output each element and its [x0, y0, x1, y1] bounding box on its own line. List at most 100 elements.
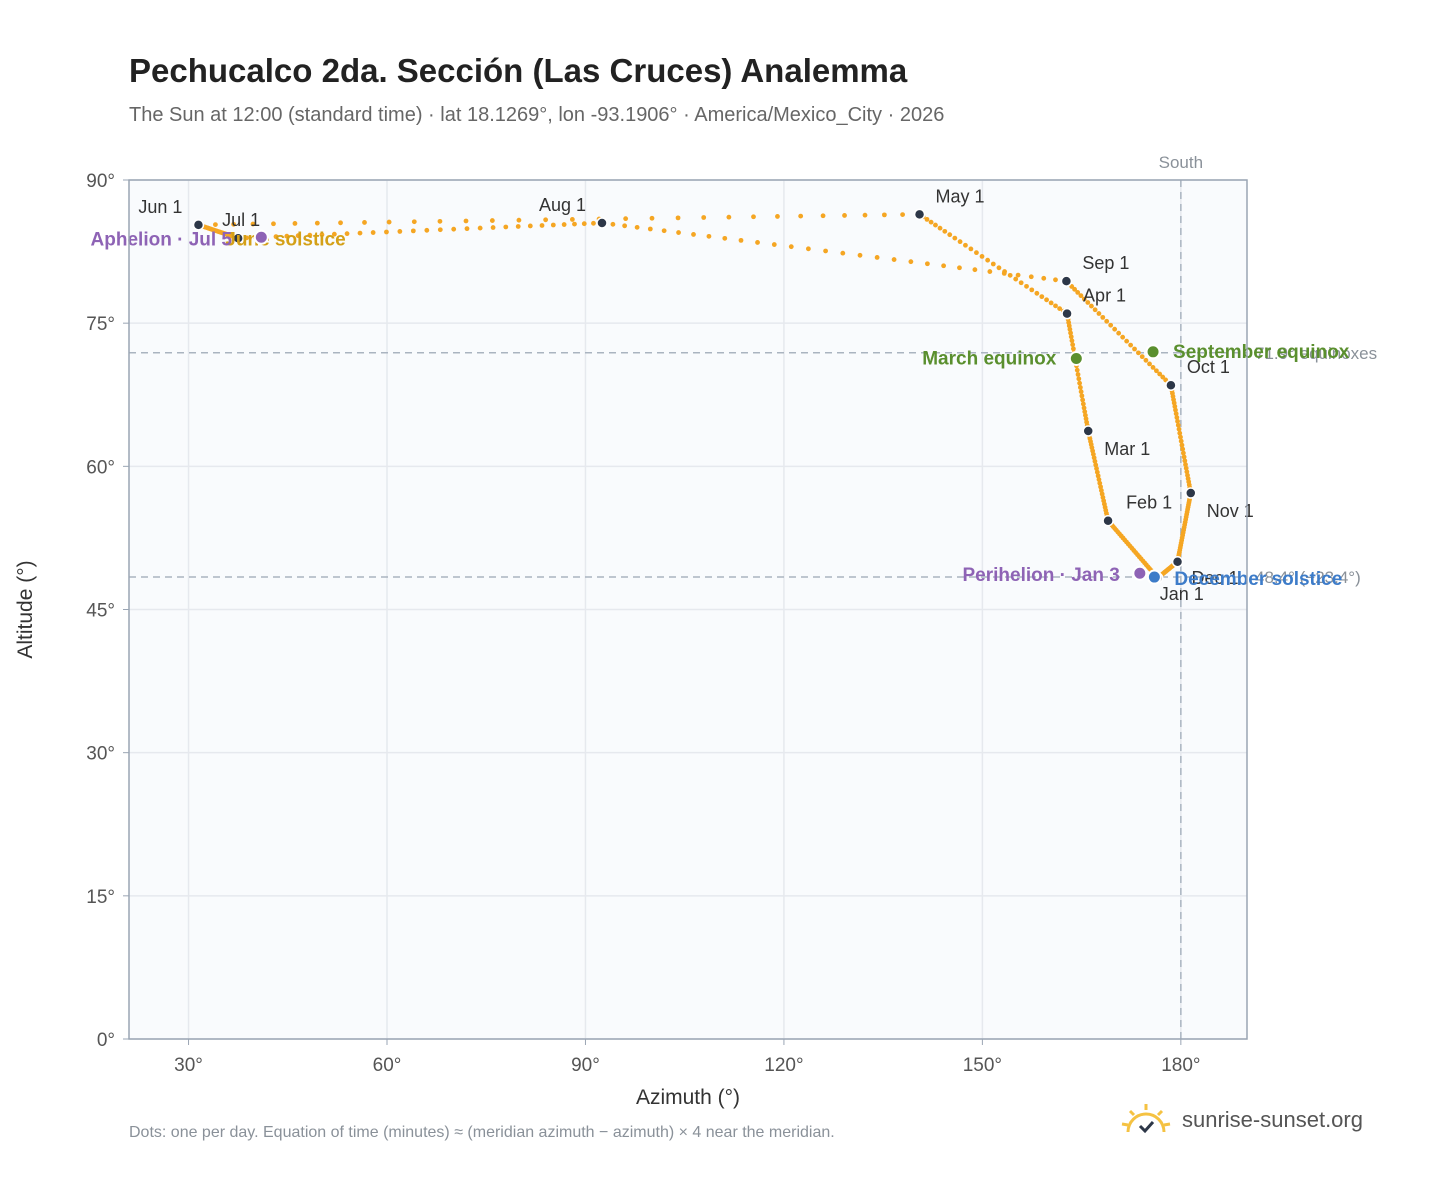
special-point-marker — [253, 229, 269, 245]
daily-dot — [1015, 272, 1021, 278]
daily-dot — [974, 250, 979, 256]
daily-dot — [701, 215, 707, 220]
month-marker-dot — [1102, 514, 1114, 527]
daily-dot — [1080, 397, 1086, 403]
daily-dot — [1075, 289, 1081, 295]
daily-dot — [820, 213, 826, 219]
daily-dot — [307, 232, 313, 238]
daily-dot — [1001, 270, 1007, 276]
daily-dot — [963, 242, 968, 248]
daily-dot — [1172, 404, 1178, 409]
daily-dot — [1097, 480, 1103, 486]
daily-dot — [295, 233, 301, 239]
y-tick-label: 30° — [86, 744, 115, 765]
daily-dot — [477, 225, 483, 231]
y-tick-label: 45° — [86, 601, 115, 622]
daily-dot — [924, 261, 930, 267]
special-point-marker — [1146, 569, 1162, 585]
daily-dot — [842, 213, 847, 218]
daily-dot — [691, 232, 696, 237]
daily-dot — [1132, 346, 1137, 352]
daily-dot — [1139, 354, 1145, 360]
month-markers: Jan 1 Feb 1 Mar 1 Apr 1 May 1 Jun 1 Jul 1 Aug 1… — [138, 186, 1253, 604]
month-marker-label: Oct 1 — [1187, 357, 1230, 377]
brand-link[interactable]: sunrise-sunset.org — [1120, 1102, 1363, 1138]
reference-label-altitude: 48.4° (−23.4°) — [1255, 568, 1361, 587]
daily-dot — [634, 224, 640, 230]
daily-dot — [676, 230, 681, 235]
daily-dot — [1096, 477, 1102, 482]
daily-dot — [1077, 380, 1083, 386]
month-marker-label: Nov 1 — [1207, 501, 1254, 521]
daily-dot — [726, 214, 732, 220]
daily-dot — [1181, 450, 1186, 456]
y-tick-label: 75° — [86, 314, 115, 335]
daily-dot — [1104, 318, 1110, 324]
daily-dot — [581, 221, 587, 227]
daily-dot — [1112, 326, 1118, 332]
daily-dot — [271, 221, 276, 227]
x-tick-label: 60° — [373, 1055, 402, 1076]
month-marker-label: Aug 1 — [539, 195, 586, 215]
daily-dot — [751, 214, 756, 220]
daily-dot — [1157, 371, 1163, 377]
daily-dot — [273, 234, 279, 240]
daily-dot — [924, 216, 930, 222]
daily-dot — [410, 228, 416, 234]
special-point-label: December solstice — [1174, 569, 1342, 590]
reference-label-altitude: 71.9° equinoxes — [1255, 344, 1377, 363]
daily-dot — [1136, 350, 1141, 356]
daily-dot — [805, 246, 811, 252]
daily-dot — [1053, 277, 1058, 283]
daily-dot — [213, 222, 218, 228]
daily-dot — [424, 227, 430, 233]
footer-note: Dots: one per day. Equation of time (min… — [129, 1124, 835, 1141]
y-axis-ticks: 0° 15° 30° 45° 60° 75° 90° — [86, 171, 129, 1051]
daily-dot — [503, 224, 509, 230]
daily-dot — [338, 220, 343, 226]
daily-dot — [996, 265, 1002, 271]
daily-dot — [987, 269, 993, 274]
daily-dot — [1029, 287, 1035, 293]
month-marker-dot — [913, 208, 926, 221]
daily-dot — [722, 235, 728, 241]
daily-dot — [706, 233, 712, 239]
daily-dot — [661, 228, 667, 234]
daily-dot — [1108, 322, 1114, 328]
daily-dot — [1076, 376, 1082, 382]
daily-dot — [798, 213, 804, 219]
daily-dot — [1120, 334, 1126, 340]
daily-dot — [1182, 458, 1188, 464]
daily-dot — [572, 221, 577, 227]
daily-dot — [357, 230, 363, 236]
daily-dot — [937, 225, 943, 231]
daily-dot — [979, 253, 985, 259]
month-marker-label: Mar 1 — [1104, 439, 1150, 459]
daily-dot — [463, 218, 469, 224]
daily-dot — [1069, 338, 1075, 344]
daily-dot — [788, 244, 794, 250]
daily-dot — [1178, 438, 1184, 444]
chart-title: Pechucalco 2da. Sección (Las Cruces) Ana… — [129, 52, 908, 89]
daily-dot — [386, 219, 392, 225]
y-tick-label: 60° — [86, 457, 115, 478]
daily-dot — [1078, 389, 1084, 395]
daily-dot — [1154, 368, 1159, 374]
daily-dot — [1183, 462, 1188, 467]
reference-lines: South 71.9° equinoxes 48.4° (−23.4°) — [129, 153, 1377, 1039]
daily-dot — [451, 226, 457, 232]
daily-dot — [397, 229, 403, 234]
daily-dot — [1068, 330, 1073, 336]
daily-dot — [1173, 411, 1179, 417]
daily-dot — [1176, 426, 1182, 432]
daily-dot — [1070, 346, 1076, 352]
daily-dot — [1077, 385, 1083, 390]
daily-dot — [543, 217, 549, 223]
daily-dot — [941, 263, 947, 269]
daily-dot — [319, 232, 325, 238]
daily-dot — [1079, 393, 1085, 399]
special-point-label: March equinox — [922, 348, 1057, 369]
daily-dot — [1068, 334, 1074, 340]
month-marker-dot — [1171, 556, 1184, 568]
daily-dot — [1181, 454, 1187, 460]
